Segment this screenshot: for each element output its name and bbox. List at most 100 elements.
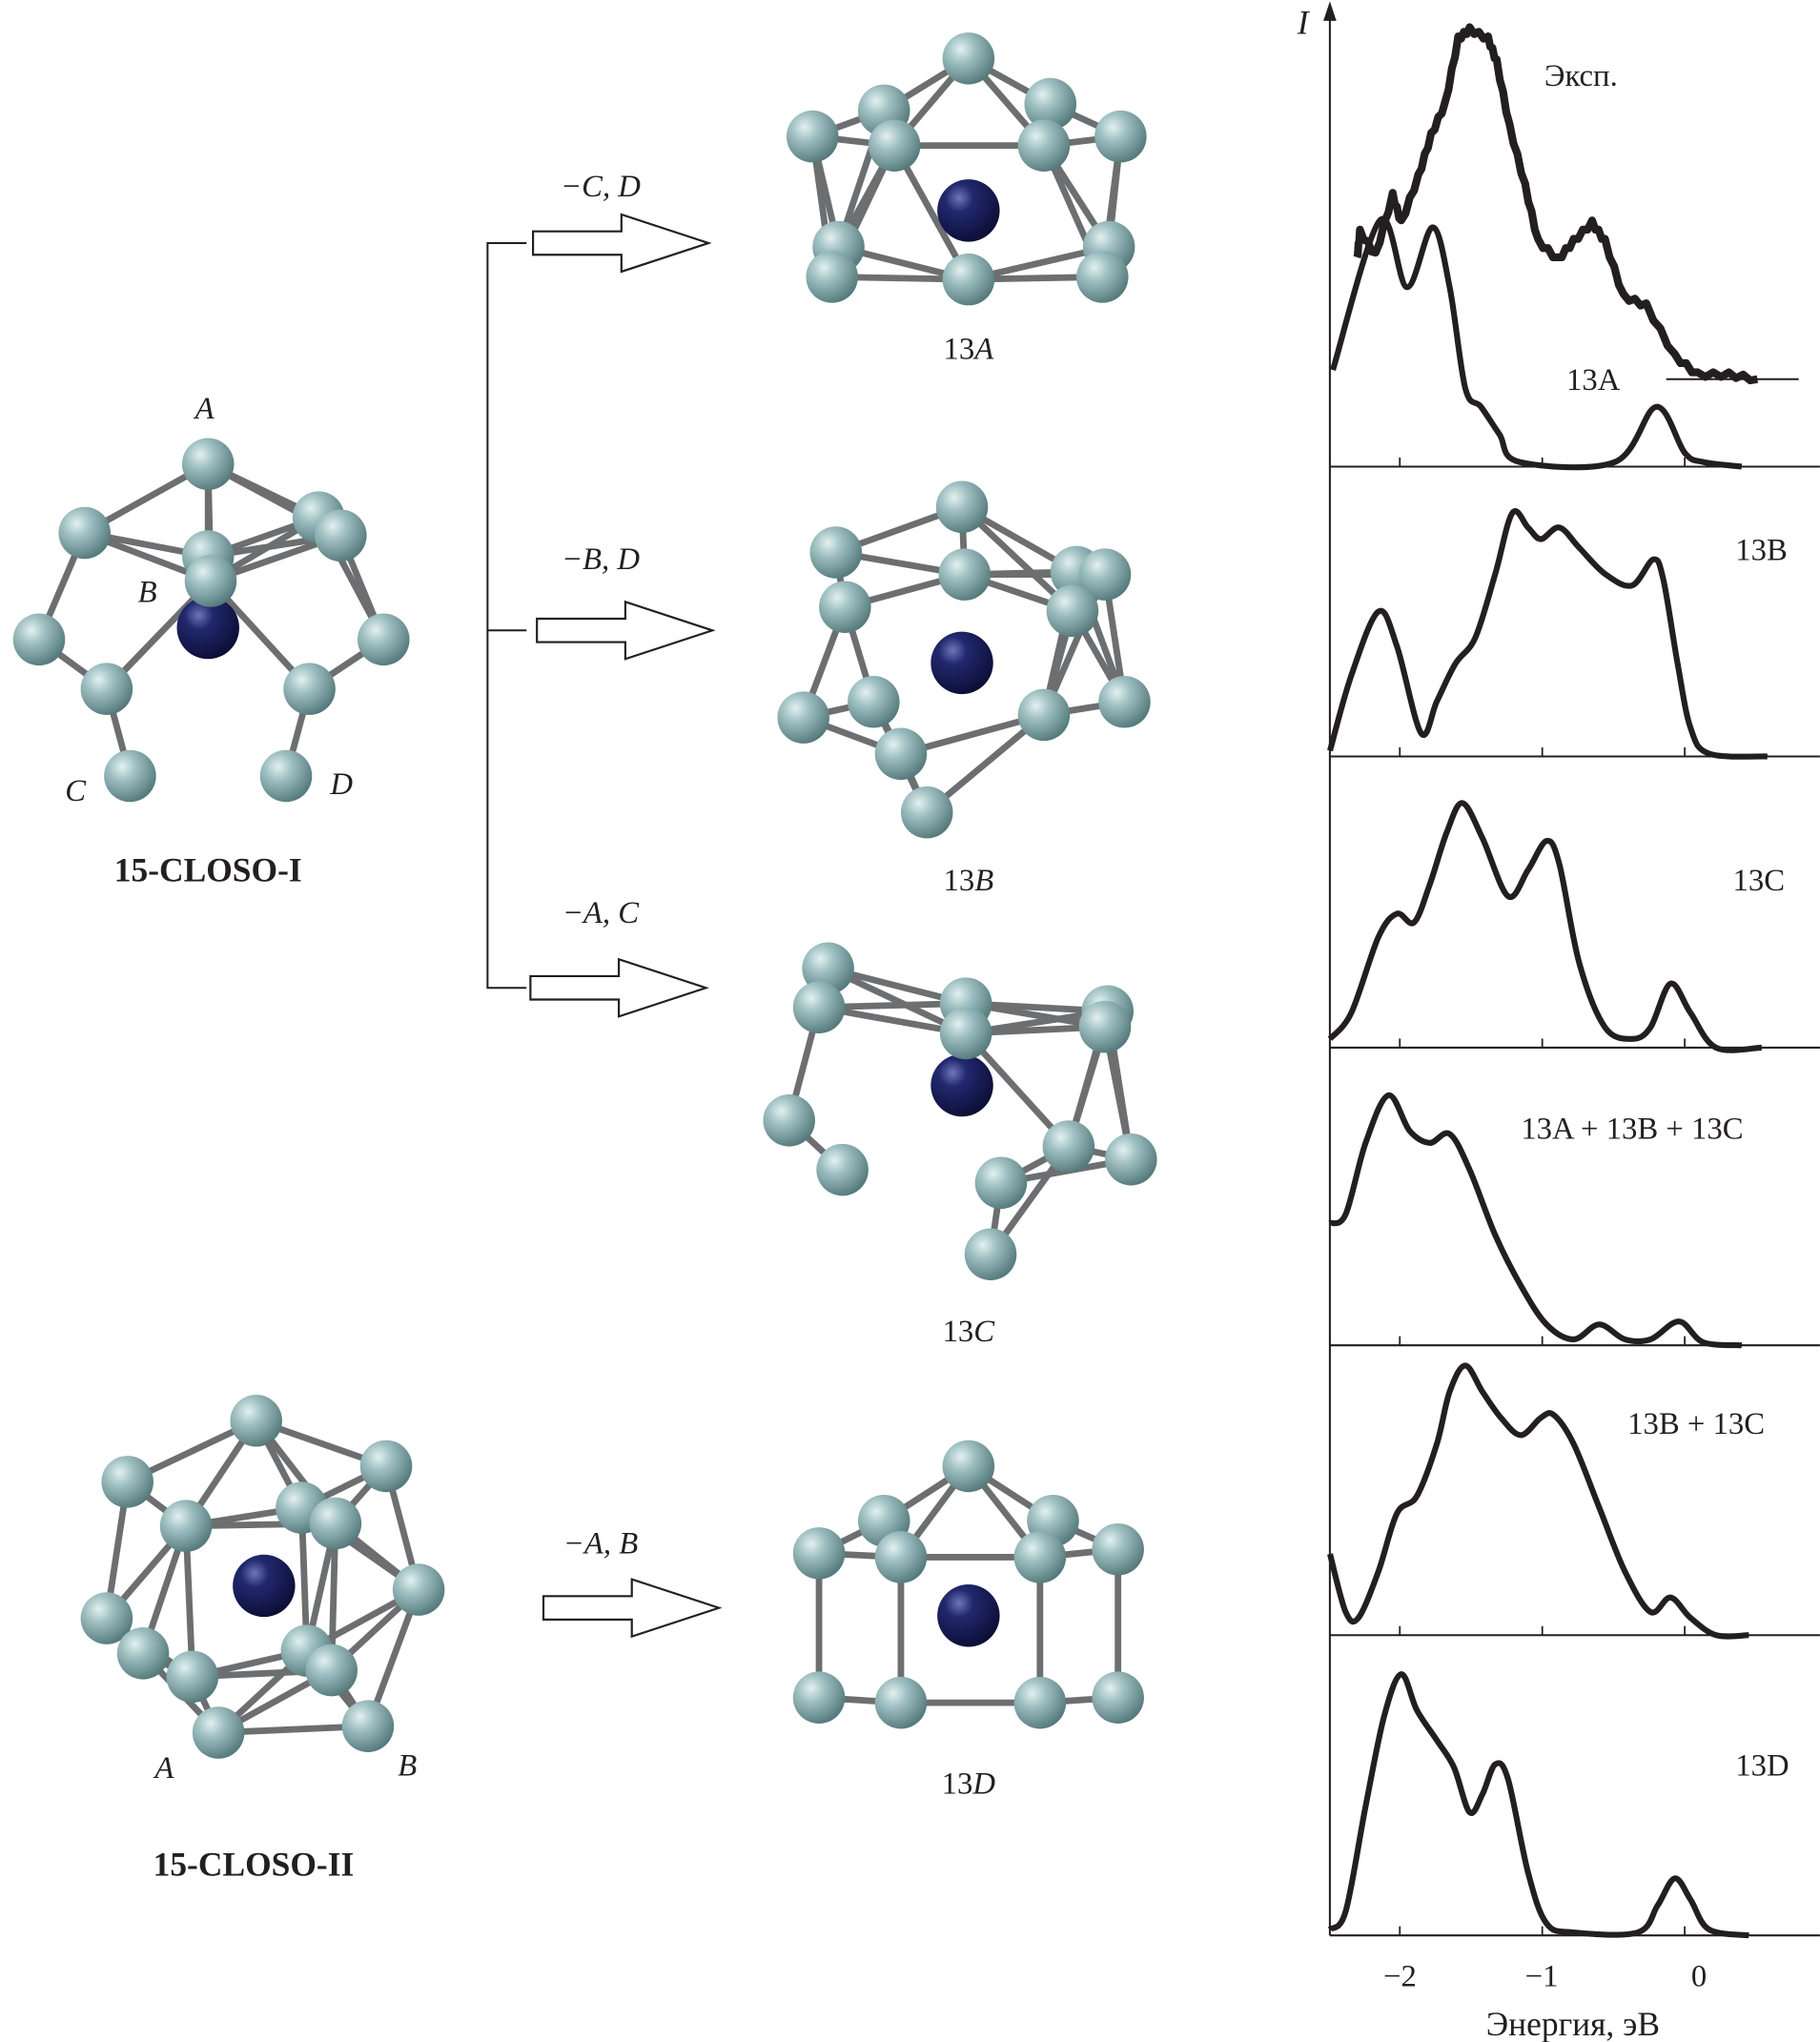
closo-ii-title: 15-CLOSO-II [153, 1845, 355, 1883]
cage-atom [104, 749, 156, 803]
reaction-arrow [529, 957, 709, 1018]
x-axis-label: Энергия, эВ [1486, 2005, 1660, 2042]
cage-atom [1105, 1133, 1157, 1186]
cage-atom [1013, 1676, 1067, 1729]
cage-atom [259, 749, 313, 803]
removal-label-13b: −B, D [562, 542, 640, 577]
cage-atom [315, 509, 367, 562]
closo-ii-site-labels: A B [153, 1748, 417, 1786]
reaction-bracket [486, 241, 527, 990]
cage-atom [1024, 77, 1077, 131]
panel-label-13b-13c: 13B + 13C [1627, 1407, 1765, 1441]
cluster-label-13a: 13A [943, 332, 994, 366]
cage-atom [874, 1676, 928, 1729]
cage-atom [777, 691, 829, 744]
central-atom [930, 631, 993, 695]
central-atom [176, 596, 239, 660]
cage-atom [12, 613, 66, 666]
cage-atom [802, 942, 854, 995]
spectrum-panel [1327, 1671, 1749, 1939]
cluster-label-13d: 13D [942, 1767, 996, 1802]
removal-label-13a: −C, D [561, 170, 641, 204]
closo-i-site-labels: A B C D [65, 392, 353, 808]
series-13d [1327, 1671, 1749, 1939]
cage-atom [1092, 1522, 1144, 1576]
cage-atom [1098, 676, 1151, 728]
reaction-arrows [529, 213, 723, 1639]
y-axis-label: I [1297, 3, 1311, 41]
series-13b-13c [1327, 1362, 1749, 1640]
cage-atom [1013, 1531, 1067, 1583]
x-tick-label: −2 [1383, 1959, 1417, 1993]
spectrum-panel [1327, 508, 1820, 760]
cage-atom [942, 32, 995, 85]
series-13b [1327, 508, 1768, 760]
site-label-c: C [65, 774, 87, 808]
cage-atom [964, 1228, 1017, 1281]
molecule-13d [792, 1440, 1144, 1729]
cage-atom [1092, 1671, 1144, 1724]
series-13c [1327, 800, 1762, 1053]
cage-atom [848, 676, 900, 728]
site-label-a: A [194, 392, 215, 426]
cage-atom [341, 1700, 395, 1752]
cage-atom [809, 526, 863, 579]
spectrum-panel [1327, 1362, 1820, 1640]
cage-atom [786, 110, 839, 163]
cage-atom [358, 613, 410, 666]
spectrum-panel [1328, 1092, 1820, 1349]
cage-atom [80, 663, 133, 715]
series-13a [1330, 215, 1743, 471]
cage-atom [1078, 1000, 1132, 1053]
central-atom [233, 1554, 296, 1618]
molecule-closo-i [12, 438, 410, 803]
panel-label-exp: Эксп. [1544, 59, 1618, 93]
molecule-13b [777, 480, 1151, 839]
series-experimental [1353, 23, 1759, 385]
central-atom [937, 1584, 1000, 1647]
cage-atom [939, 1007, 992, 1060]
cage-atom [938, 548, 992, 601]
cage-atom [935, 480, 989, 534]
cage-atom [942, 1440, 995, 1493]
panel-label-13c: 13C [1733, 864, 1786, 898]
cage-atom [359, 1440, 413, 1493]
x-tick-label: −1 [1525, 1959, 1559, 1993]
panel-label-13a-13b-13c: 13A + 13B + 13C [1521, 1112, 1743, 1146]
molecule-13c [763, 942, 1157, 1281]
site-label-b: B [138, 575, 157, 609]
cage-atom [192, 1706, 245, 1759]
cluster-label-13c: 13C [943, 1315, 996, 1349]
cage-atom [819, 581, 871, 634]
cage-atom [58, 506, 111, 560]
reaction-arrow [536, 600, 716, 661]
molecule-13a [786, 32, 1147, 306]
series-13a-13b-13c [1328, 1092, 1743, 1349]
cage-atom [1017, 688, 1071, 742]
y-axis-arrow-icon [1323, 1, 1337, 21]
cage-atom [806, 251, 858, 303]
cage-atom [874, 1531, 928, 1583]
panel-label-13b: 13B [1735, 534, 1788, 568]
cage-atom [392, 1563, 445, 1616]
cage-atom [283, 663, 336, 715]
cage-atom [1042, 1120, 1095, 1173]
cage-atom [181, 438, 235, 491]
cage-atom [1078, 548, 1132, 601]
x-tick-label: 0 [1691, 1959, 1707, 1993]
cage-atom [974, 1156, 1028, 1210]
cluster-label-13b: 13B [943, 864, 993, 898]
cage-atom [1046, 584, 1099, 638]
panel-label-13a: 13A [1566, 363, 1621, 398]
cage-atom [792, 1527, 846, 1580]
cage-atom [184, 555, 237, 607]
cage-atom [1076, 251, 1129, 303]
cage-atom [792, 1671, 846, 1724]
spectrum-panel [1327, 800, 1820, 1053]
panel-label-13d: 13D [1735, 1748, 1789, 1783]
removal-label-13c: −A, C [562, 896, 640, 930]
spectra-chart [1323, 1, 1820, 1939]
cage-atom [159, 1500, 213, 1552]
cage-atom [1094, 110, 1147, 163]
